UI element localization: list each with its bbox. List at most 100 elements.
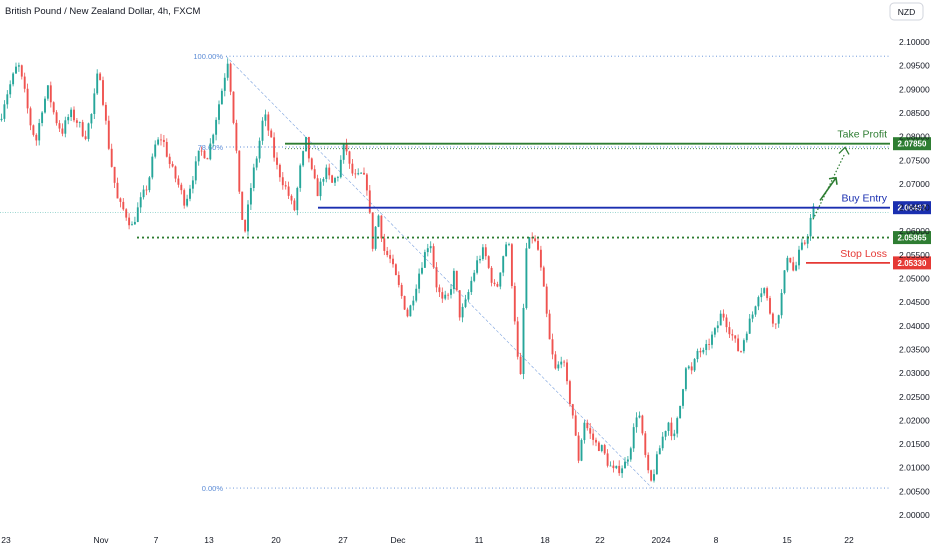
candle <box>145 185 148 196</box>
x-tick-label: Dec <box>390 535 406 545</box>
candle <box>493 279 496 287</box>
x-tick-label: 11 <box>475 535 484 545</box>
candle <box>363 167 365 175</box>
candle <box>264 109 267 127</box>
candle <box>339 155 342 179</box>
currency-button[interactable]: NZD <box>889 2 924 21</box>
candle <box>360 171 363 174</box>
candle <box>70 107 73 122</box>
price-tag: 2.05865 <box>893 231 931 245</box>
candle <box>664 430 667 441</box>
candle <box>568 379 571 407</box>
candle <box>75 118 78 128</box>
candle <box>180 182 183 195</box>
candle <box>49 81 52 108</box>
candle <box>650 469 653 482</box>
candle <box>125 208 128 221</box>
candle <box>737 334 740 352</box>
candle <box>589 423 592 439</box>
candle <box>90 113 93 129</box>
candle <box>191 176 194 194</box>
candle <box>310 157 313 171</box>
candle <box>748 313 751 335</box>
candle <box>763 287 766 296</box>
candle <box>32 124 35 137</box>
candle <box>394 263 397 276</box>
candle <box>690 362 693 375</box>
fib-trendline <box>225 55 653 489</box>
y-tick-label: 2.07000 <box>899 179 930 189</box>
candle <box>597 440 600 452</box>
candle <box>534 235 537 243</box>
level-name-label: Buy Entry <box>841 193 887 205</box>
candle <box>586 419 589 431</box>
candle <box>418 268 421 294</box>
candle <box>194 156 197 185</box>
candle <box>229 62 232 96</box>
candle <box>293 198 296 212</box>
candle <box>357 168 360 176</box>
candle <box>238 150 241 194</box>
candle <box>41 110 44 127</box>
candle <box>44 96 46 114</box>
y-tick-label: 2.07500 <box>899 155 930 165</box>
candle <box>632 423 635 452</box>
x-tick-label: 27 <box>338 535 348 545</box>
candle <box>800 238 803 251</box>
y-tick-label: 2.00000 <box>899 510 930 520</box>
y-tick-label: 2.09000 <box>899 84 930 94</box>
candle <box>55 110 58 126</box>
price-tag: 2.06497 <box>893 201 931 215</box>
candle <box>647 452 650 474</box>
candle <box>116 177 119 199</box>
candlestick-series <box>0 58 815 483</box>
x-tick-label: 7 <box>154 535 159 545</box>
candle <box>644 430 647 458</box>
candle <box>287 181 290 200</box>
candle <box>73 106 75 123</box>
candle <box>789 257 792 264</box>
candle <box>592 428 595 446</box>
candle <box>20 64 23 80</box>
candle <box>516 316 519 360</box>
candle <box>406 307 409 318</box>
candle <box>15 62 17 74</box>
candle <box>441 287 444 303</box>
candle <box>3 100 6 122</box>
candle <box>368 185 371 215</box>
candle <box>554 351 557 370</box>
candle <box>276 152 278 170</box>
candle <box>751 311 754 323</box>
candle <box>583 420 586 444</box>
candle <box>342 142 345 164</box>
candle <box>766 286 769 301</box>
chart-title: British Pound / New Zealand Dollar, 4h, … <box>5 6 200 17</box>
candle <box>58 120 61 133</box>
candle <box>499 272 502 290</box>
candle <box>232 91 235 125</box>
candle <box>203 149 206 159</box>
candle <box>386 246 389 258</box>
candle <box>734 335 737 343</box>
candle <box>600 444 603 453</box>
candle <box>136 202 139 223</box>
candle <box>29 106 32 131</box>
candle <box>719 310 722 326</box>
candle <box>61 123 64 137</box>
candle <box>621 465 624 478</box>
candle <box>296 186 299 216</box>
candle <box>777 314 780 328</box>
candle <box>171 161 174 168</box>
candle <box>638 411 641 419</box>
candle <box>162 134 165 148</box>
candle <box>618 460 621 476</box>
candle <box>740 350 742 353</box>
candle <box>6 90 9 109</box>
candle <box>479 255 481 264</box>
candle <box>278 163 281 182</box>
candle <box>635 412 638 433</box>
candle <box>313 165 316 180</box>
candle <box>334 176 336 187</box>
candle <box>754 305 757 317</box>
